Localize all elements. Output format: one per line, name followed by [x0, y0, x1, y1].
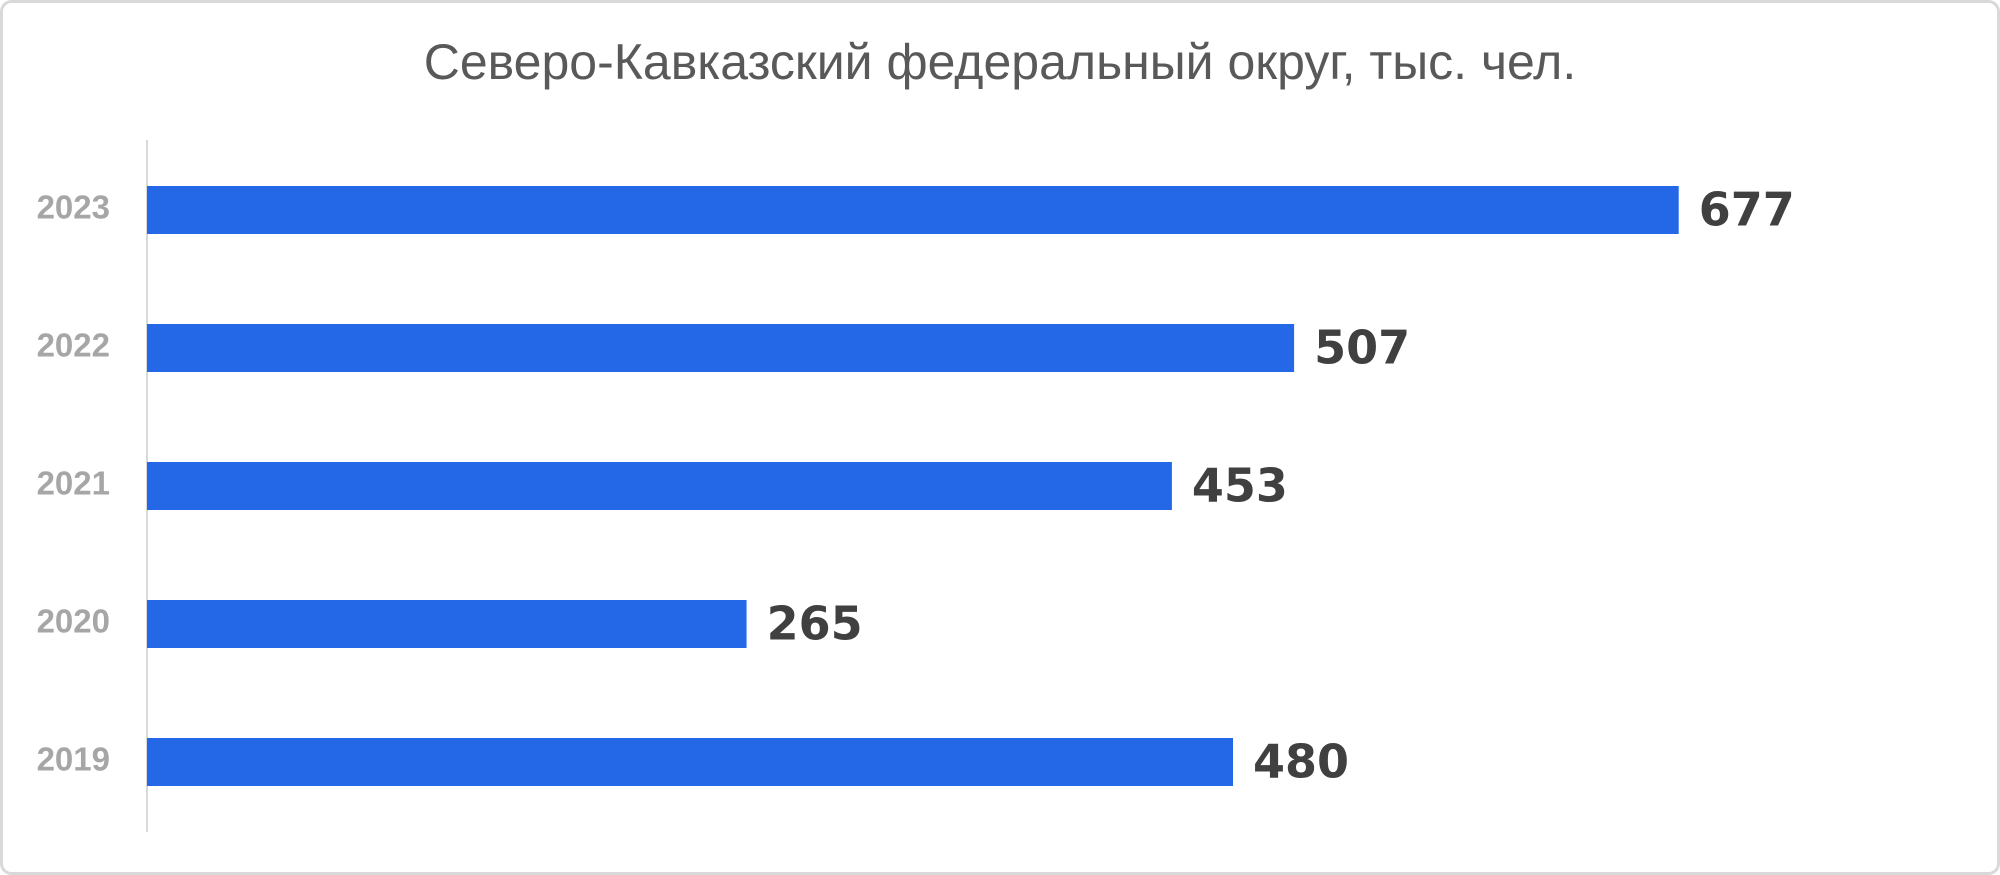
y-tick-label: 2023 — [37, 189, 110, 226]
y-tick-label: 2020 — [37, 603, 110, 640]
value-label: 507 — [1314, 321, 1410, 375]
bar — [147, 462, 1172, 510]
y-tick-label: 2021 — [37, 465, 110, 502]
chart-title: Северо-Кавказский федеральный округ, тыс… — [424, 34, 1576, 90]
y-tick-label: 2022 — [37, 327, 110, 364]
value-label: 265 — [767, 597, 863, 651]
bar — [147, 186, 1679, 234]
bar — [147, 324, 1295, 372]
value-label: 453 — [1192, 459, 1288, 513]
y-tick-label: 2019 — [37, 741, 110, 778]
bar — [147, 738, 1233, 786]
bar — [147, 600, 747, 648]
value-label: 677 — [1699, 183, 1795, 237]
value-label: 480 — [1253, 735, 1349, 789]
